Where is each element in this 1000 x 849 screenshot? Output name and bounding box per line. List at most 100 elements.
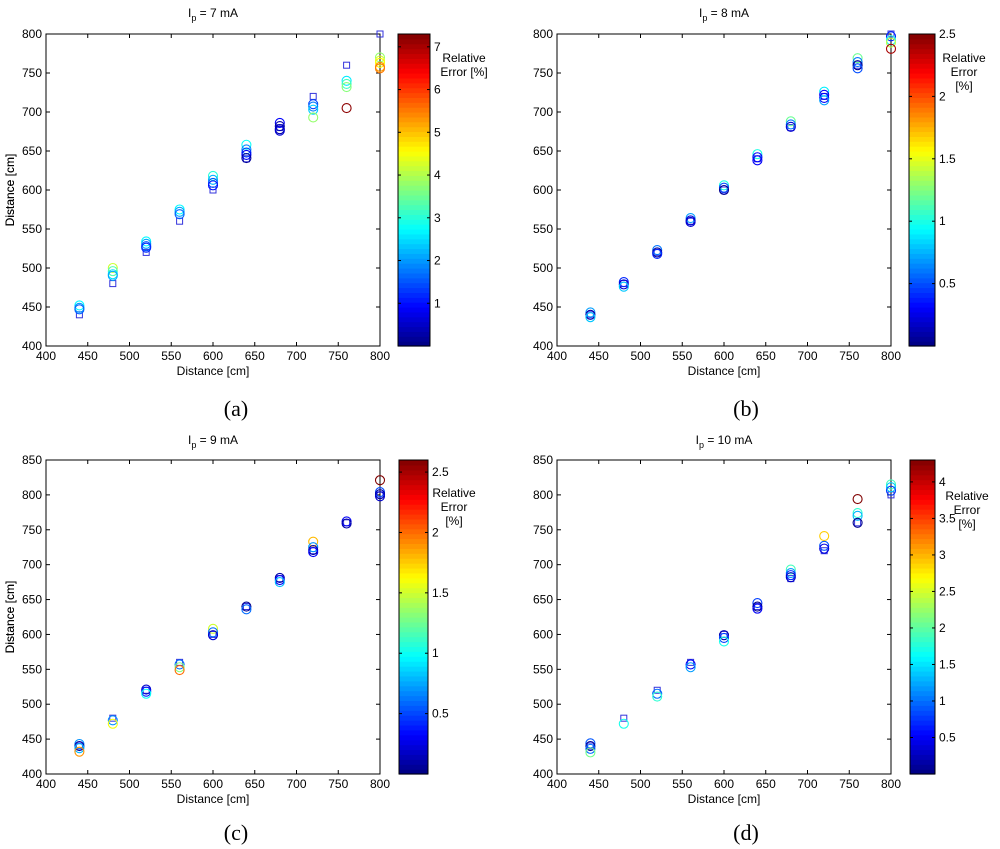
data-point: [341, 103, 352, 114]
colorbar-segment: [398, 311, 430, 318]
colorbar-label: [%]: [955, 79, 972, 93]
colorbar-segment: [398, 121, 430, 128]
colorbar-segment: [910, 670, 935, 677]
colorbar-segment: [909, 48, 935, 55]
colorbar-segment: [910, 612, 935, 618]
colorbar-segment: [910, 538, 935, 545]
colorbar-segment: [910, 705, 935, 711]
y-tick-label: 650: [22, 593, 42, 607]
colorbar-segment: [909, 68, 935, 74]
colorbar-segment: [398, 92, 430, 98]
colorbar-segment: [910, 553, 935, 559]
colorbar-segment: [398, 170, 430, 176]
colorbar-segment: [399, 548, 428, 554]
x-tick-label: 550: [161, 349, 181, 363]
plot-area: [45, 459, 381, 775]
data-point: [174, 204, 185, 215]
colorbar-segment: [399, 680, 428, 687]
colorbar-segment: [910, 724, 935, 731]
chart-title: Ip = 9 mA: [188, 433, 238, 450]
x-tick-label: 600: [714, 777, 734, 791]
data-point: [207, 177, 219, 189]
data-point: [885, 479, 897, 490]
colorbar-segment: [399, 734, 428, 741]
y-tick-label: 700: [533, 105, 553, 119]
colorbar-segment: [909, 126, 935, 133]
colorbar-segment: [398, 316, 430, 323]
x-tick-label: 750: [328, 777, 348, 791]
colorbar-segment: [398, 151, 430, 157]
colorbar-tick-label: 0.5: [939, 277, 956, 291]
colorbar-segment: [399, 690, 428, 697]
x-tick-label: 650: [245, 349, 265, 363]
data-point: [585, 741, 596, 752]
reference-point: [620, 714, 628, 722]
chart-title: Ip = 7 mA: [188, 6, 238, 23]
y-tick-label: 500: [22, 697, 42, 711]
colorbar-segment: [398, 336, 430, 342]
colorbar-segment: [909, 287, 935, 293]
colorbar-segment: [909, 341, 935, 347]
data-point: [852, 63, 863, 74]
colorbar-segment: [398, 38, 430, 45]
colorbar-segment: [399, 572, 428, 579]
colorbar-segment: [399, 538, 428, 545]
title-prefix: I: [188, 6, 191, 20]
colorbar-segment: [909, 116, 935, 123]
colorbar-segment: [398, 194, 430, 201]
y-tick-label: 750: [533, 523, 553, 537]
colorbar-segment: [909, 165, 935, 172]
x-tick-label: 400: [547, 777, 567, 791]
reference-point: [242, 603, 250, 611]
colorbar-segment: [399, 715, 428, 721]
title-prefix: I: [696, 433, 699, 447]
data-point: [374, 63, 386, 74]
data-point: [141, 238, 152, 249]
colorbar-segment: [399, 607, 428, 613]
colorbar-tick-label: 4: [939, 475, 946, 489]
colorbar-segment: [398, 116, 430, 123]
colorbar-segment: [910, 621, 935, 628]
x-tick-label: 550: [672, 777, 692, 791]
data-point: [141, 688, 152, 699]
colorbar-segment: [398, 268, 430, 274]
colorbar-segment: [398, 297, 430, 303]
colorbar-segment: [398, 229, 430, 235]
colorbar-segment: [910, 680, 935, 687]
title-suffix: = 7 mA: [196, 6, 238, 20]
colorbar-segment: [398, 48, 430, 55]
panel-label: (a): [224, 396, 248, 421]
colorbar-segment: [398, 326, 430, 332]
reference-point: [376, 30, 384, 38]
colorbar-segment: [910, 587, 935, 594]
data-point: [618, 281, 629, 292]
colorbar-segment: [910, 474, 935, 481]
y-tick-label: 800: [533, 27, 553, 41]
colorbar-segment: [399, 661, 428, 667]
y-tick-label: 700: [22, 105, 42, 119]
colorbar-label: Relative: [942, 51, 986, 65]
data-point: [141, 236, 152, 247]
data-point: [207, 174, 219, 185]
colorbar-segment: [910, 695, 935, 702]
y-tick-label: 700: [533, 558, 553, 572]
data-point: [819, 95, 830, 106]
data-point: [718, 182, 730, 193]
data-point: [852, 60, 863, 71]
colorbar-segment: [909, 258, 935, 264]
colorbar-segment: [909, 243, 935, 250]
data-point: [74, 746, 85, 757]
data-point: [852, 507, 863, 519]
colorbar-tick-label: 1.5: [939, 657, 956, 671]
y-axis-label: Distance [cm]: [3, 581, 17, 654]
y-tick-label: 550: [533, 222, 553, 236]
x-tick-label: 400: [547, 349, 567, 363]
colorbar-segment: [910, 597, 935, 603]
colorbar-segment: [399, 705, 428, 711]
colorbar-segment: [399, 744, 428, 751]
colorbar-segment: [399, 528, 428, 535]
reference-point: [720, 186, 728, 194]
data-point: [174, 659, 185, 670]
